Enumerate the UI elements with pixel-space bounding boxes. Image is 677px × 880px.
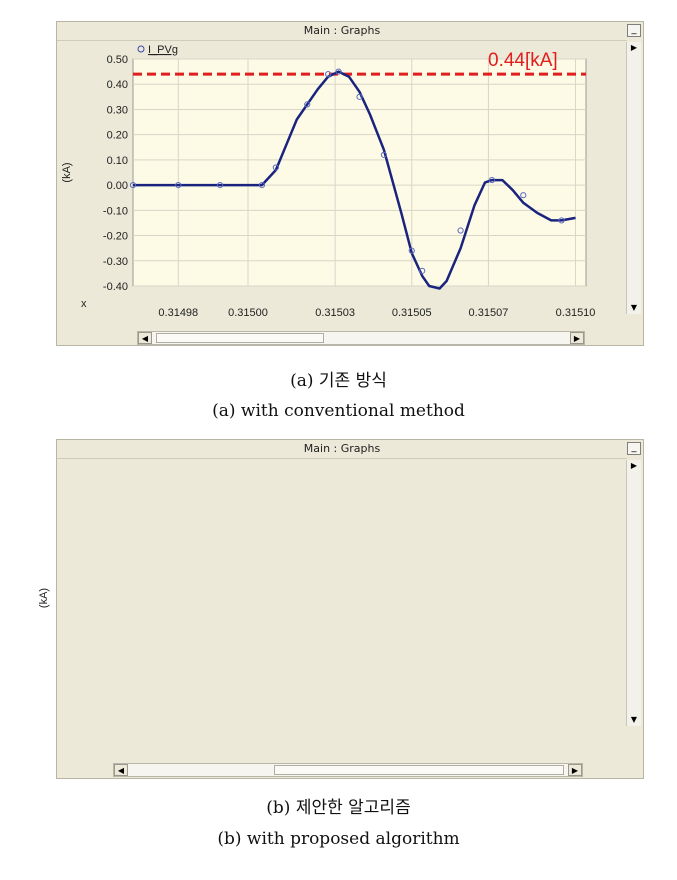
data-point-marker (272, 164, 279, 171)
scroll-left-arrow-icon[interactable]: ◀ (138, 332, 152, 344)
data-point-marker (304, 101, 311, 108)
panel-title: Main : Graphs (57, 22, 627, 41)
scroll-left-arrow-icon[interactable]: ◀ (114, 764, 128, 776)
scroll-up-arrow-icon[interactable]: ▶ (630, 461, 638, 470)
scroll-right-arrow-icon[interactable]: ▶ (570, 332, 584, 344)
x-tick-label: 0.31498 (158, 307, 198, 319)
horizontal-scrollbar[interactable]: ◀ ▶ (113, 763, 583, 777)
y-axis-label: (kA) (38, 588, 50, 608)
data-point-marker (488, 176, 496, 184)
data-point-marker (175, 182, 182, 189)
horizontal-scrollbar[interactable]: ◀ ▶ (137, 331, 585, 345)
scrollbar-thumb[interactable] (156, 333, 324, 343)
legend-marker-icon (137, 45, 145, 53)
data-point-marker (356, 93, 363, 100)
y-tick-label: -0.20 (103, 231, 128, 243)
y-tick-label: -0.10 (103, 205, 128, 217)
data-point-marker (258, 182, 266, 189)
graph-panel-b: Main : Graphs _ ▶ ▼ ◀ ▶ (56, 439, 644, 779)
series-line (133, 70, 576, 290)
data-point-marker (408, 247, 415, 254)
x-tick-label: 0.31510 (556, 307, 596, 319)
scrollbar-thumb[interactable] (274, 765, 564, 775)
threshold-annotation: 0.44[kA] (488, 50, 558, 71)
data-point-marker (520, 192, 527, 199)
plot-area (132, 58, 587, 287)
y-tick-label: 0.40 (107, 79, 128, 91)
caption-b-english: (b) with proposed algorithm (217, 829, 460, 849)
x-tick-label: 0.31503 (315, 307, 355, 319)
caption-a-english: (a) with conventional method (212, 401, 465, 421)
vertical-scrollbar[interactable]: ▶ ▼ (626, 42, 641, 314)
data-point-marker (380, 151, 387, 158)
x-tick-label: 0.31505 (392, 307, 432, 319)
scroll-down-arrow-icon[interactable]: ▼ (630, 303, 638, 312)
y-axis-label: (kA) (61, 162, 73, 182)
vertical-scrollbar[interactable]: ▶ ▼ (626, 460, 641, 726)
y-tick-label: 0.50 (107, 54, 128, 66)
minimize-button[interactable]: _ (627, 24, 641, 37)
legend-label: I_PVg (148, 44, 178, 56)
panel-title: Main : Graphs (57, 440, 627, 459)
scroll-right-arrow-icon[interactable]: ▶ (568, 764, 582, 776)
data-point-marker (558, 217, 565, 224)
data-point-marker (129, 182, 137, 189)
y-tick-label: -0.30 (103, 256, 128, 268)
data-point-marker (419, 267, 426, 274)
x-axis-label: x (81, 298, 87, 310)
x-tick-label: 0.31500 (228, 307, 268, 319)
data-point-marker (325, 71, 332, 78)
y-tick-label: 0.30 (107, 104, 128, 116)
caption-a-korean: (a) 기존 방식 (290, 371, 387, 391)
data-point-marker (335, 68, 342, 75)
y-tick-label: 0.00 (107, 180, 128, 192)
caption-b-korean: (b) 제안한 알고리즘 (266, 798, 411, 818)
scroll-down-arrow-icon[interactable]: ▼ (630, 715, 638, 724)
x-tick-label: 0.31507 (469, 307, 509, 319)
data-point-marker (457, 227, 464, 234)
y-tick-label: -0.40 (103, 281, 128, 293)
y-tick-label: 0.10 (107, 155, 128, 167)
minimize-button[interactable]: _ (627, 442, 641, 455)
y-tick-label: 0.20 (107, 130, 128, 142)
data-point-marker (217, 182, 224, 189)
scroll-up-arrow-icon[interactable]: ▶ (630, 43, 638, 52)
